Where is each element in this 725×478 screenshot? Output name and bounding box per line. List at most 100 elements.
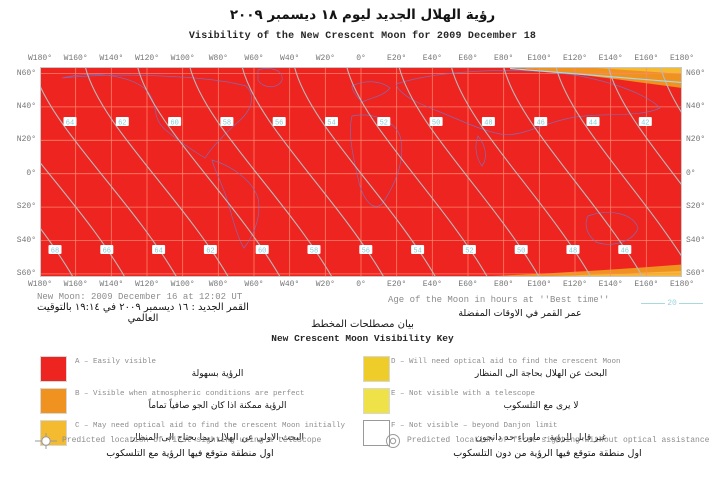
legend-b-label-english: B – Visible when atmospheric conditions …	[75, 390, 305, 398]
moon-age-caption-english: Age of the Moon in hours at ''Best time'…	[388, 295, 610, 305]
lat-tick-right: 0°	[686, 168, 696, 178]
contour-label-value: 42	[641, 120, 649, 128]
contour-label-value: 50	[517, 248, 525, 256]
age-reference-contour	[509, 67, 682, 84]
sighting-caption-english-2: Predicted location of first sighting wit…	[407, 436, 710, 445]
lat-tick-left: S60°	[16, 268, 36, 278]
contour-label-chip	[63, 117, 77, 126]
lon-tick-top: E160°	[634, 54, 659, 63]
legend-a-label-english: A – Easily visible	[75, 358, 157, 366]
contour-label-chip	[115, 117, 129, 126]
key-title-arabic: بيان مصطلحات المخطط	[311, 319, 414, 330]
inner-circle	[389, 437, 397, 445]
legend-b-label-arabic: الرؤية ممكنة اذا كان الجو صافياً تماماً	[148, 401, 287, 411]
contour-label-value: 58	[310, 248, 318, 256]
contour-label-chip	[429, 117, 443, 126]
contour-label-chip	[411, 245, 425, 254]
visibility-map: 64 62 60 58 56 54 52 50 48 46 44 42 68 66 64 62 60 58 56 54…	[40, 67, 682, 277]
contour-label-chip	[534, 117, 548, 126]
lat-tick-left: S20°	[16, 202, 36, 212]
lon-tick-bottom: W140°	[99, 280, 124, 289]
lon-tick-top: E20°	[387, 54, 407, 63]
lat-tick-right: S60°	[686, 268, 706, 278]
lat-tick-right: N20°	[686, 135, 706, 145]
lat-tick-left: 0°	[26, 168, 36, 178]
lat-tick-left: N60°	[16, 68, 36, 78]
lon-tick-bottom: E60°	[458, 280, 478, 289]
contour-label-value: 68	[51, 248, 59, 256]
zone-a-swatch	[40, 356, 67, 382]
lon-tick-top: W20°	[315, 54, 335, 63]
contour-label-chip	[203, 245, 217, 254]
outer-circle	[386, 434, 400, 448]
contour-label-value: 58	[223, 120, 231, 128]
zone-d-swatch	[363, 356, 390, 382]
sighting-caption-arabic-1: اول منطقة متوقع فيها الرؤية مع التلسكوب	[106, 448, 274, 459]
lon-tick-top: E40°	[422, 54, 442, 63]
coastline	[351, 81, 391, 103]
lon-tick-top: E100°	[527, 54, 552, 63]
lon-tick-top: E120°	[562, 54, 587, 63]
legend-e-label-english: E – Not visible with a telescope	[391, 390, 536, 398]
contour-label-value: 46	[536, 120, 544, 128]
key-title-english: New Crescent Moon Visibility Key	[271, 333, 454, 344]
zone-b-swatch	[40, 388, 67, 414]
lon-tick-bottom: W60°	[244, 280, 264, 289]
contour-label-value: 56	[275, 120, 283, 128]
coastline	[350, 114, 403, 207]
lon-tick-bottom: W100°	[170, 280, 195, 289]
contour-label-value: 46	[621, 248, 629, 256]
lon-tick-top: W160°	[63, 54, 88, 63]
contour-label-value: 48	[484, 120, 492, 128]
age-contour-sample-line: 20	[641, 298, 704, 308]
coastline	[211, 159, 260, 249]
lon-tick-top: W80°	[208, 54, 228, 63]
double-circle-icon	[386, 434, 400, 448]
lon-tick-bottom: W80°	[208, 280, 228, 289]
zone-c-region-se	[510, 271, 682, 277]
main-title-english: Visibility of the New Crescent Moon for …	[188, 31, 537, 42]
moon-age-caption-arabic: عمر القمر في الاوقات المفضلة	[458, 308, 582, 319]
lon-tick-top: W120°	[134, 54, 159, 63]
lon-tick-bottom: 0°	[356, 280, 366, 289]
lon-tick-top: 0°	[356, 54, 366, 63]
lon-tick-bottom: E160°	[634, 280, 659, 289]
contour-label-value: 60	[258, 248, 266, 256]
lon-tick-top: W60°	[244, 54, 264, 63]
contour-label-chip	[566, 245, 580, 254]
age-line-left-segment	[641, 302, 666, 304]
contour-label-chip	[168, 117, 182, 126]
sighting-caption-arabic-2: اول منطقة متوقع فيها الرؤية من دون التلس…	[453, 448, 642, 459]
lon-tick-top: E180°	[669, 54, 694, 63]
lon-tick-bottom: E40°	[422, 280, 442, 289]
zone-e-swatch	[363, 388, 390, 414]
lat-tick-right: S40°	[686, 235, 706, 245]
contour-label-chip	[377, 117, 391, 126]
lon-tick-top: W40°	[280, 54, 300, 63]
lat-tick-left: N40°	[16, 101, 36, 111]
contour-label-chip	[48, 245, 62, 254]
lon-tick-bottom: E180°	[669, 280, 694, 289]
main-title-arabic: رؤية الهلال الجديد ليوم ١٨ ديسمبر ٢٠٠٩	[229, 7, 496, 23]
zone-b-region-ne	[505, 67, 682, 88]
lat-tick-right: N40°	[686, 101, 706, 111]
lon-tick-bottom: W160°	[63, 280, 88, 289]
legend-d-label-english: D – Will need optical aid to find the cr…	[391, 358, 621, 366]
contour-label-chip	[514, 245, 528, 254]
contour-label-value: 64	[154, 248, 162, 256]
zone-c-region-ne	[580, 67, 682, 74]
lon-tick-top: W140°	[99, 54, 124, 63]
lat-tick-left: S40°	[16, 235, 36, 245]
contour-label-value: 48	[569, 248, 577, 256]
legend-a-label-arabic: الرؤية بسهولة	[191, 369, 244, 379]
contour-label-chip	[272, 117, 286, 126]
legend-d-label-arabic: البحث عن الهلال بحاجة الى المنظار	[474, 369, 608, 379]
new-moon-line-arabic: القمر الجديد : ١٦ ديسمبر ٢٠٠٩ في ١٩:١٤ ب…	[37, 302, 249, 324]
lon-tick-top: W100°	[170, 54, 195, 63]
contour-label-chip	[152, 245, 166, 254]
contour-label-value: 62	[118, 120, 126, 128]
coastline	[257, 68, 283, 88]
new-moon-line-english: New Moon: 2009 December 16 at 12:02 UT	[37, 292, 243, 302]
contour-label-chip	[255, 245, 269, 254]
